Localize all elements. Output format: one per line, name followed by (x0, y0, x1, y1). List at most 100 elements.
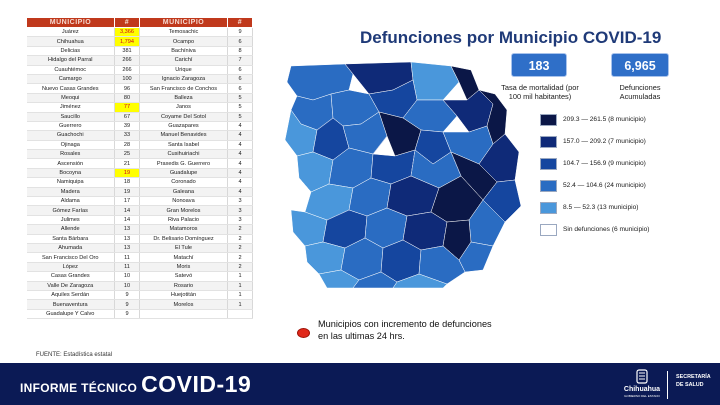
count-cell: 4 (227, 168, 253, 179)
municipio-cell: Juárez (26, 27, 115, 38)
table-row: Ahumada 13 El Tule 2 (26, 243, 253, 254)
municipio-cell: Hidalgo del Parral (26, 55, 115, 66)
table-row: Jiménez 77 Janos 5 (26, 102, 253, 113)
count-cell: 3 (227, 196, 253, 207)
municipio-cell (139, 309, 228, 320)
count-cell: 3,366 (114, 27, 140, 38)
municipio-cell: Gran Morelos (139, 205, 228, 216)
legend-label: 52.4 — 104.6 (24 municipio) (563, 182, 646, 189)
table-row: Chihuahua 1,794 Ocampo 6 (26, 36, 253, 47)
table-row: Guachochi 33 Manuel Benavides 4 (26, 130, 253, 141)
table-row: Rosales 25 Cusihuiriachi 4 (26, 149, 253, 160)
table-row: Ojinaga 28 Santa Isabel 4 (26, 140, 253, 151)
table-row: Madera 19 Galeana 4 (26, 187, 253, 198)
table-row: Gómez Farías 14 Gran Morelos 3 (26, 205, 253, 216)
count-cell: 5 (227, 93, 253, 104)
municipio-cell: Meoqui (26, 93, 115, 104)
table-row: Santa Bárbara 13 Dr. Belisario Domínguez 2 (26, 234, 253, 245)
municipio-region (304, 241, 346, 275)
municipio-cell: Riva Palacio (139, 215, 228, 226)
municipio-cell: Huejotitán (139, 290, 228, 301)
municipio-cell: Coronado (139, 177, 228, 188)
count-cell: 10 (114, 271, 140, 282)
map-border-line (326, 209, 350, 221)
secretaria-line-2: DE SALUD (676, 381, 704, 388)
municipio-cell: Manuel Benavides (139, 130, 228, 141)
municipio-region (458, 241, 494, 273)
municipio-cell: Aquiles Serdán (26, 290, 115, 301)
count-cell: 1 (227, 281, 253, 291)
table-row: Ascensión 21 Praxedis G. Guerrero 4 (26, 158, 253, 169)
municipio-cell: Rosario (139, 281, 228, 291)
logo-divider (667, 371, 668, 399)
count-cell: 4 (227, 177, 253, 188)
count-cell: 3 (227, 205, 253, 216)
mortality-rate-value: 183 (511, 53, 567, 77)
count-cell: 77 (114, 102, 140, 113)
municipio-cell: Galeana (139, 187, 228, 198)
count-cell (227, 309, 253, 320)
municipio-cell: Guadalupe (139, 168, 228, 179)
header-municipio-1: MUNICIPIO (26, 17, 115, 28)
source-note: FUENTE: Estadística estatal (36, 352, 113, 358)
count-cell: 381 (114, 46, 140, 57)
legend-swatch (540, 224, 557, 236)
increment-marker-icon (297, 328, 310, 338)
count-cell: 67 (114, 112, 140, 122)
count-cell: 11 (114, 262, 140, 273)
count-cell: 6 (227, 65, 253, 75)
municipio-cell: San Francisco de Conchos (139, 83, 228, 94)
count-cell: 21 (114, 158, 140, 169)
count-cell: 1 (227, 271, 253, 282)
header-municipio-2: MUNICIPIO (139, 17, 228, 28)
count-cell: 10 (114, 281, 140, 291)
count-cell: 4 (227, 158, 253, 169)
count-cell: 13 (114, 224, 140, 235)
count-cell: 11 (114, 252, 140, 263)
count-cell: 2 (227, 234, 253, 245)
accumulated-deaths-label: Defunciones Acumuladas (619, 83, 661, 101)
table-row: Bocoyna 19 Guadalupe 4 (26, 168, 253, 179)
legend-label: 104.7 — 156.9 (9 municipio) (563, 160, 646, 167)
deaths-table: MUNICIPIO # MUNICIPIO # Juárez 3,366 Temos… (26, 17, 253, 320)
secretaria-label: SECRETARÍA DE SALUD (676, 374, 711, 389)
table-row: Casas Grandes 10 Satevó 1 (26, 271, 253, 282)
count-cell: 6 (227, 74, 253, 85)
municipio-region (392, 273, 448, 288)
municipio-cell: Bachíniva (139, 46, 228, 57)
table-row: Aquiles Serdán 9 Huejotitán 1 (26, 290, 253, 301)
municipio-cell: Morelos (139, 299, 228, 310)
municipio-cell: Praxedis G. Guerrero (139, 158, 228, 169)
municipio-cell: Madera (26, 187, 115, 198)
header-count-2: # (227, 17, 253, 28)
table-row: Allende 13 Matamoros 2 (26, 224, 253, 235)
municipio-cell: Nonoava (139, 196, 228, 207)
legend-swatch (540, 202, 557, 214)
map-border-line (410, 149, 416, 177)
count-cell: 7 (227, 55, 253, 66)
accumulated-deaths-value: 6,965 (611, 53, 669, 77)
footer-title-main: COVID-19 (141, 371, 252, 397)
legend-label: 209.3 — 261.5 (8 municipio) (563, 116, 646, 123)
footer-title: INFORME TÉCNICO COVID-19 (20, 370, 251, 402)
legend-label: Sin defunciones (6 municipio) (563, 226, 650, 233)
municipio-cell: Bocoyna (26, 168, 115, 179)
table-row: Guadalupe Y Calvo 9 (26, 309, 253, 320)
municipio-cell: Satevó (139, 271, 228, 282)
count-cell: 266 (114, 65, 140, 75)
table-row: Namiquipa 18 Coronado 4 (26, 177, 253, 188)
logo-subtitle: GOBIERNO DEL ESTADO (624, 394, 660, 398)
municipio-cell: Cusihuiriachi (139, 149, 228, 160)
count-cell: 13 (114, 234, 140, 245)
municipio-cell: Matamoros (139, 224, 228, 235)
map-border-line (450, 151, 462, 177)
count-cell: 25 (114, 149, 140, 160)
count-cell: 100 (114, 74, 140, 85)
municipio-cell: Buenaventura (26, 299, 115, 310)
municipio-cell: Nuevo Casas Grandes (26, 83, 115, 94)
table-row: López 11 Moris 2 (26, 262, 253, 273)
legend-label: 8.5 — 52.3 (13 municipio) (563, 204, 639, 211)
table-row: Julimes 14 Riva Palacio 3 (26, 215, 253, 226)
municipio-cell: Guachochi (26, 130, 115, 141)
municipio-cell: Jiménez (26, 102, 115, 113)
